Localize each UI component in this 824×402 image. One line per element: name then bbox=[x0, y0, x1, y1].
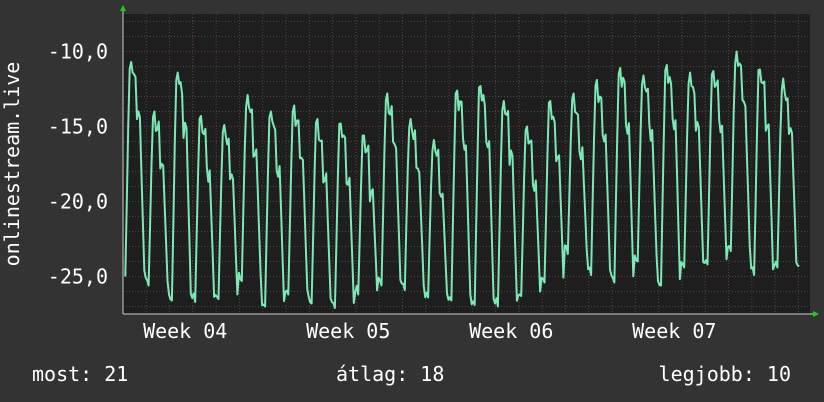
y-tick-label: -10,0 bbox=[48, 40, 108, 64]
x-axis-arrow bbox=[813, 311, 819, 317]
y-axis-ticks: -10,0 -15,0 -20,0 -25,0 bbox=[48, 40, 108, 289]
axes bbox=[120, 5, 819, 317]
x-tick-label: Week 05 bbox=[306, 319, 390, 343]
average-value: átlag: 18 bbox=[336, 362, 445, 386]
y-tick-label: -15,0 bbox=[48, 115, 108, 139]
x-axis-ticks: Week 04 Week 05 Week 06 Week 07 bbox=[143, 319, 716, 343]
series-line bbox=[124, 50, 800, 309]
y-tick-label: -20,0 bbox=[48, 190, 108, 214]
y-axis-label: onlinestream.live bbox=[0, 62, 24, 267]
x-tick-label: Week 07 bbox=[632, 319, 716, 343]
y-tick-label: -25,0 bbox=[48, 265, 108, 289]
y-axis-arrow bbox=[120, 5, 126, 11]
x-tick-label: Week 04 bbox=[143, 319, 227, 343]
x-tick-label: Week 06 bbox=[469, 319, 553, 343]
best-value: legjobb: 10 bbox=[658, 362, 791, 386]
current-value: most: 21 bbox=[32, 362, 129, 386]
